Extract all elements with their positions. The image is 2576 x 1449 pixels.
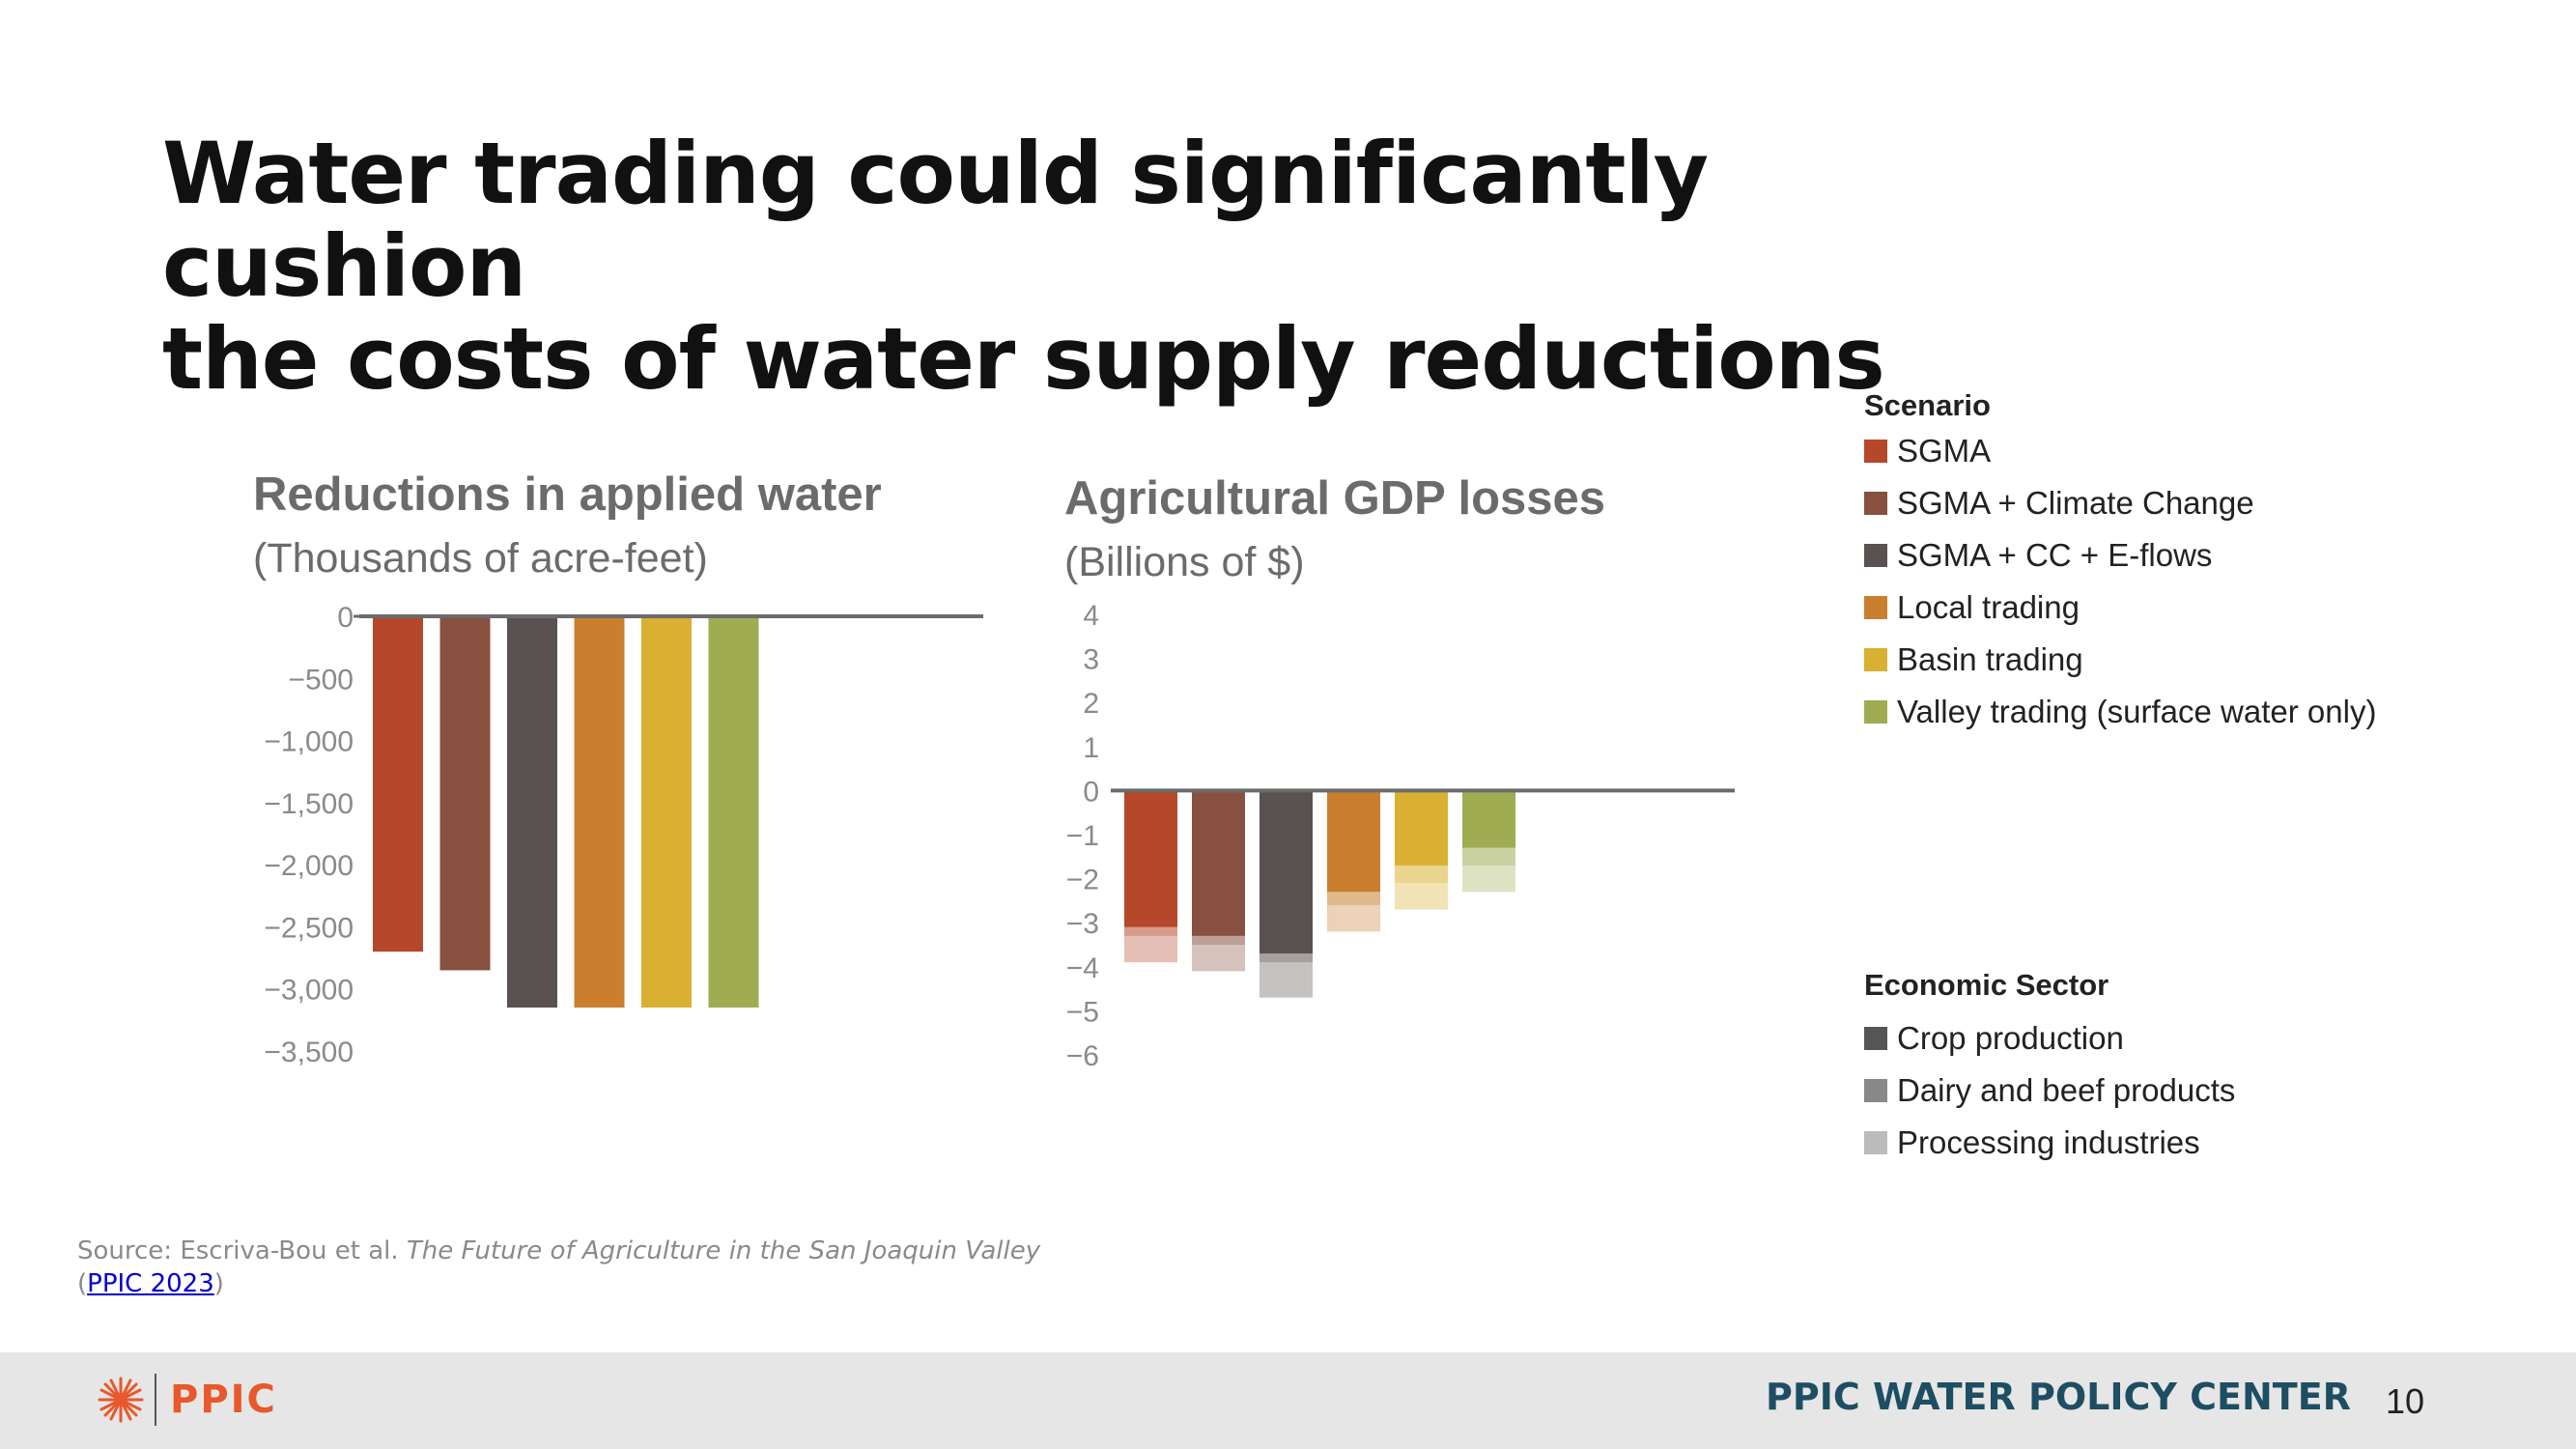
sector-legend-label: Crop production	[1897, 1020, 2124, 1056]
scenario-legend-swatch	[1864, 700, 1887, 724]
chart2-bar-segment	[1260, 953, 1313, 963]
chart2-bar-segment	[1124, 935, 1177, 963]
scenario-legend-label: Basin trading	[1897, 641, 2083, 677]
scenario-legend-item: Valley trading (surface water only)	[1864, 686, 2376, 738]
sector-legend: Economic Sector Crop production Dairy and…	[1864, 966, 2235, 1169]
scenario-legend-label: Valley trading (surface water only)	[1897, 694, 2377, 729]
slide-title-line-2: the costs of water supply reductions	[162, 309, 1885, 409]
chart2-y-tick-label: −2	[1066, 865, 1099, 896]
scenario-legend-swatch	[1864, 492, 1887, 515]
chart1-bar	[574, 616, 625, 1008]
chart1-bar	[641, 616, 692, 1008]
logo-separator	[155, 1374, 156, 1426]
scenario-legend-label: Local trading	[1897, 589, 2080, 625]
sector-legend-label: Dairy and beef products	[1897, 1072, 2236, 1108]
chart2-y-tick-label: 1	[1083, 732, 1099, 764]
scenario-legend-swatch	[1864, 544, 1887, 567]
chart2-title: Agricultural GDP losses	[1064, 472, 1606, 525]
source-open-paren: (	[77, 1269, 88, 1298]
chart2-subtitle: (Billions of $)	[1064, 539, 1305, 585]
sector-legend-swatch	[1864, 1027, 1887, 1050]
source-close-paren: )	[213, 1269, 224, 1298]
chart2-y-tick-label: −1	[1066, 820, 1099, 852]
sector-legend-item: Processing industries	[1864, 1117, 2235, 1169]
chart2-bar-segment	[1327, 790, 1380, 893]
source-link[interactable]: PPIC 2023	[87, 1269, 214, 1298]
chart2-bar-segment	[1192, 945, 1245, 972]
sector-legend-swatch	[1864, 1131, 1887, 1154]
chart2-bar-segment	[1462, 865, 1515, 893]
logo-text: PPIC	[170, 1378, 277, 1422]
chart1-title: Reductions in applied water	[253, 469, 882, 521]
chart2-y-tick-label: 4	[1083, 600, 1099, 632]
chart2-y-tick-label: −5	[1066, 996, 1099, 1028]
chart1-bar	[507, 616, 557, 1008]
scenario-legend-label: SGMA + CC + E-flows	[1897, 537, 2213, 573]
chart1-y-tick-label: −3,000	[264, 975, 354, 1007]
chart1-bar	[373, 616, 423, 952]
scenario-legend-item: Basin trading	[1864, 634, 2376, 686]
page-number: 10	[2386, 1381, 2425, 1421]
chart2-y-tick-label: 2	[1083, 688, 1099, 720]
scenario-legend-swatch	[1864, 648, 1887, 671]
slide-title-line-1: Water trading could significantly cushio…	[162, 124, 1709, 316]
source-prefix: Source: Escriva-Bou et al.	[77, 1236, 407, 1265]
scenario-legend-swatch	[1864, 440, 1887, 463]
source-citation: Source: Escriva-Bou et al. The Future of…	[77, 1235, 1040, 1300]
sector-legend-swatch	[1864, 1079, 1887, 1102]
sector-legend-item: Crop production	[1864, 1012, 2235, 1065]
chart1-y-tick-label: −2,500	[264, 912, 354, 944]
chart2-bar-segment	[1327, 904, 1380, 932]
sunburst-icon	[98, 1377, 144, 1423]
slide-title: Water trading could significantly cushio…	[162, 128, 2094, 406]
chart2-bar-segment	[1124, 790, 1177, 927]
chart2-bar-segment	[1124, 926, 1177, 936]
chart1-y-tick-label: −3,500	[264, 1037, 354, 1068]
chart2-y-tick-label: 0	[1083, 776, 1099, 808]
scenario-legend-item: SGMA	[1864, 425, 2376, 477]
chart1-bar	[439, 616, 491, 971]
chart2-bar-segment	[1192, 790, 1245, 936]
chart1-y-tick-label: −1,500	[264, 788, 354, 820]
scenario-legend-swatch	[1864, 596, 1887, 619]
chart1-subtitle: (Thousands of acre-feet)	[253, 535, 708, 582]
sector-legend-label: Processing industries	[1897, 1124, 2200, 1160]
sector-legend-item: Dairy and beef products	[1864, 1065, 2235, 1117]
chart2-bar-segment	[1395, 865, 1448, 884]
chart1-y-tick-label: −2,000	[264, 850, 354, 882]
chart1-y-tick-label: −1,000	[264, 726, 354, 758]
scenario-legend-item: SGMA + CC + E-flows	[1864, 529, 2376, 582]
chart2-y-tick-label: 3	[1083, 644, 1099, 676]
chart2-bar-segment	[1395, 790, 1448, 866]
chart1-bar	[708, 616, 759, 1008]
sector-legend-heading: Economic Sector	[1864, 968, 2109, 1002]
chart2-y-tick-label: −3	[1066, 908, 1099, 940]
scenario-legend-item: SGMA + Climate Change	[1864, 477, 2376, 529]
scenario-legend-heading: Scenario	[1864, 388, 1991, 422]
chart1-y-tick-label: −500	[288, 664, 354, 696]
center-name: PPIC WATER POLICY CENTER	[1766, 1376, 2351, 1418]
chart2-bar-segment	[1260, 962, 1313, 998]
scenario-legend: Scenario SGMA SGMA + Climate Change SGMA +…	[1864, 386, 2376, 738]
scenario-legend-label: SGMA	[1897, 433, 1992, 469]
scenario-legend-label: SGMA + Climate Change	[1897, 485, 2254, 521]
scenario-legend-item: Local trading	[1864, 582, 2376, 634]
chart2-bar-segment	[1192, 935, 1245, 945]
chart2-bar-segment	[1462, 790, 1515, 848]
chart2-bar-segment	[1260, 790, 1313, 954]
source-publication: The Future of Agriculture in the San Joa…	[406, 1236, 1041, 1265]
chart2-y-tick-label: −4	[1066, 952, 1099, 984]
chart2-y-tick-label: −6	[1066, 1040, 1099, 1072]
chart2-bar-segment	[1395, 883, 1448, 910]
ppic-logo[interactable]: PPIC	[97, 1374, 277, 1426]
chart2-bar-segment	[1462, 847, 1515, 866]
footer-bar: PPIC PPIC WATER POLICY CENTER 10	[0, 1352, 2576, 1449]
chart1-y-tick-label: 0	[337, 602, 354, 634]
chart2-bar-segment	[1327, 892, 1380, 905]
